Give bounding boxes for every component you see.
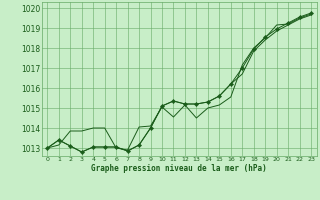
X-axis label: Graphe pression niveau de la mer (hPa): Graphe pression niveau de la mer (hPa): [91, 164, 267, 173]
